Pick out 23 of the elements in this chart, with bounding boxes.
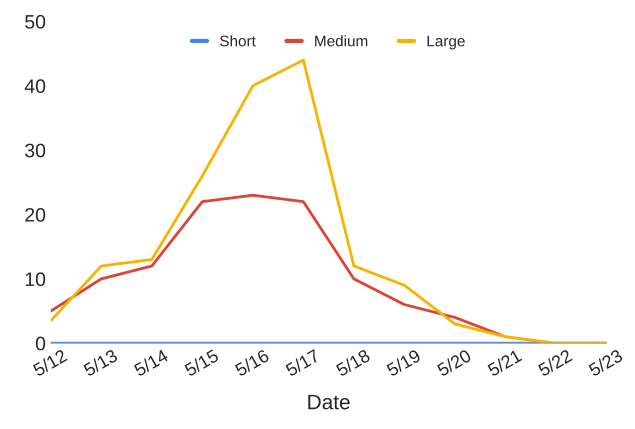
legend-label: Short: [220, 35, 256, 46]
x-tick-label: 5/17: [284, 348, 320, 377]
legend-label: Medium: [315, 35, 368, 46]
y-tick-label: 50: [25, 14, 46, 29]
x-tick-label: 5/19: [386, 348, 422, 377]
y-tick-label: 40: [24, 79, 46, 94]
y-tick-label: 10: [26, 272, 46, 286]
x-axis-title: Date: [308, 394, 350, 410]
x-tick-label: 5/14: [133, 348, 170, 377]
x-tick-label: 5/23: [588, 348, 624, 377]
line-series: [50, 58, 606, 344]
x-tick-label: 5/13: [82, 348, 118, 377]
x-tick-label: 5/15: [184, 348, 220, 377]
x-tick-label: 5/18: [335, 348, 371, 377]
y-tick-label: 20: [25, 208, 46, 222]
x-tick-label: 5/20: [436, 348, 472, 377]
x-tick-label: 5/21: [486, 348, 522, 377]
x-tick-label: 5/12: [32, 348, 68, 377]
y-tick-label: 30: [25, 144, 46, 158]
legend-label: Large: [428, 36, 465, 50]
x-tick-label: 5/22: [537, 348, 573, 377]
y-tick-label: 0: [36, 336, 46, 350]
x-tick-label: 5/16: [234, 348, 270, 377]
